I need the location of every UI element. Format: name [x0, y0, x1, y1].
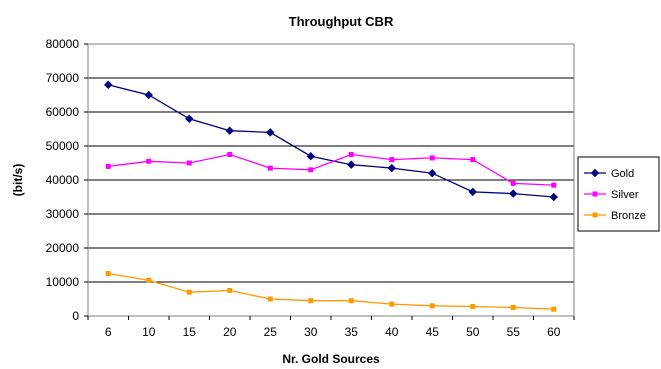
data-point-bronze [308, 298, 314, 304]
legend: Gold Silver Bronze [577, 156, 660, 232]
data-point-bronze [267, 296, 273, 302]
y-tick-label: 30000 [46, 207, 80, 221]
series-silver [105, 152, 557, 188]
data-point-gold [347, 160, 356, 169]
legend-marker-bronze [592, 212, 598, 218]
data-point-silver [186, 160, 192, 166]
y-tick-label: 50000 [46, 139, 80, 153]
data-point-bronze [105, 271, 111, 276]
data-point-bronze [429, 303, 435, 309]
data-point-gold [428, 168, 437, 178]
series-line-bronze [108, 272, 554, 310]
data-point-bronze [146, 277, 152, 283]
x-tick-label: 25 [264, 325, 278, 339]
x-tick-label: 30 [304, 325, 318, 339]
y-tick-label: 60000 [46, 105, 80, 119]
data-point-silver [510, 180, 516, 186]
x-tick-label: 40 [385, 325, 399, 339]
x-tick-label: 35 [345, 325, 359, 339]
data-point-gold [104, 80, 113, 90]
x-tick-label: 10 [142, 325, 156, 339]
legend-marker-gold [590, 168, 600, 178]
data-point-gold [144, 90, 153, 100]
series-line-gold [108, 84, 554, 198]
data-point-gold [225, 126, 234, 135]
data-point-silver [105, 163, 111, 169]
data-point-bronze [227, 288, 233, 293]
legend-marker-silver [592, 191, 598, 197]
series-group [104, 80, 558, 312]
series-line-silver [108, 153, 554, 186]
y-tick-label: 10000 [46, 275, 80, 289]
chart-title: Throughput CBR [289, 14, 394, 29]
y-tick-label: 80000 [46, 37, 80, 51]
data-point-bronze [186, 289, 192, 295]
gridlines [88, 77, 574, 283]
y-tick-label: 40000 [46, 173, 80, 187]
data-point-gold [549, 192, 558, 202]
data-point-silver [470, 157, 476, 163]
data-point-bronze [389, 301, 395, 307]
y-axis-label: (bit/s) [11, 164, 25, 197]
x-tick-label: 15 [183, 325, 197, 339]
data-point-bronze [551, 306, 557, 312]
x-tick-label: 20 [223, 325, 237, 339]
legend-label-silver: Silver [611, 189, 639, 201]
data-point-gold [468, 187, 477, 197]
data-point-silver [551, 182, 557, 188]
data-point-gold [306, 151, 315, 161]
x-axis-label: Nr. Gold Sources [282, 352, 380, 366]
x-tick-label: 6 [105, 325, 112, 339]
y-tick-label: 70000 [46, 71, 80, 85]
x-tick-label: 60 [547, 325, 561, 339]
x-tick-label: 45 [426, 325, 440, 339]
data-point-silver [146, 158, 152, 164]
x-tick-label: 50 [466, 325, 480, 339]
x-axis-ticks: 6 10 15 20 25 30 35 40 45 50 55 60 [87, 316, 575, 339]
data-point-gold [185, 114, 194, 124]
series-bronze [105, 271, 557, 312]
data-point-silver [389, 157, 395, 163]
legend-label-gold: Gold [611, 168, 634, 180]
data-point-silver [267, 165, 273, 171]
data-point-silver [227, 152, 233, 157]
x-tick-label: 55 [507, 325, 521, 339]
data-point-gold [266, 128, 275, 137]
data-point-bronze [510, 305, 516, 310]
y-tick-label: 20000 [46, 241, 80, 255]
data-point-gold [387, 163, 396, 173]
y-tick-label: 0 [72, 309, 79, 323]
data-point-bronze [348, 298, 354, 304]
y-axis-ticks: 0 10000 20000 30000 40000 50000 60000 70000 8000… [46, 37, 88, 323]
series-gold [104, 80, 558, 202]
data-point-gold [509, 189, 518, 198]
legend-label-bronze: Bronze [611, 210, 646, 222]
data-point-bronze [470, 303, 476, 309]
data-point-silver [308, 167, 314, 173]
data-point-silver [348, 152, 354, 157]
data-point-silver [429, 155, 435, 161]
